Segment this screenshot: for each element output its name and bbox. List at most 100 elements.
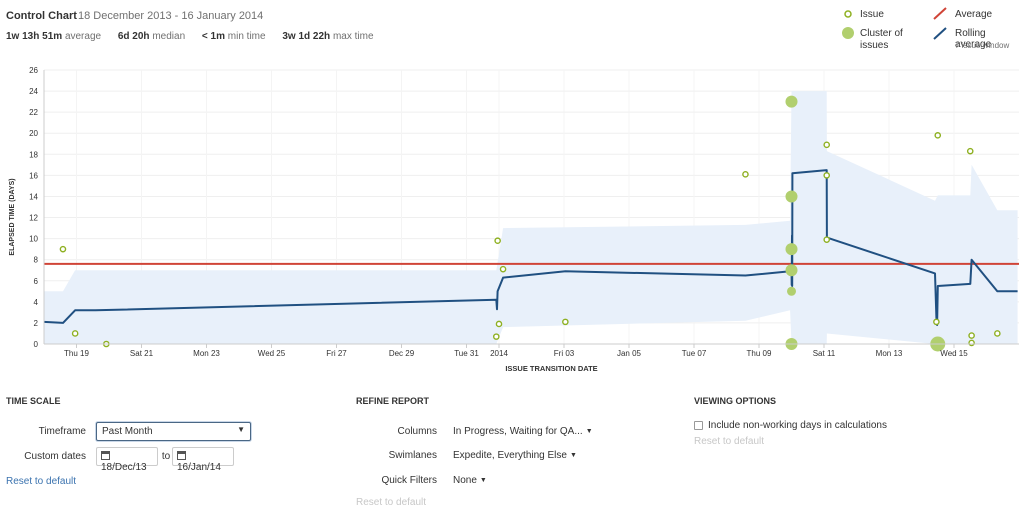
swimlanes-dropdown[interactable]: Expedite, Everything Else ▼ [453, 450, 577, 461]
columns-dropdown[interactable]: In Progress, Waiting for QA... ▼ [453, 426, 593, 437]
cluster-point[interactable] [785, 264, 798, 277]
y-tick-label: 4 [34, 298, 39, 307]
stat-median: 6d 20h median [117, 31, 186, 42]
calendar-icon [101, 451, 110, 460]
y-tick-label: 8 [34, 256, 39, 265]
stat-average: 1w 13h 51m average [6, 31, 102, 42]
legend-issue-icon [844, 10, 852, 18]
x-tick-label: 2014 [490, 349, 508, 358]
timeframe-value: Past Month [102, 426, 153, 437]
y-tick-label: 22 [29, 108, 38, 117]
issue-point[interactable] [59, 245, 67, 253]
time-scale-reset-link[interactable]: Reset to default [6, 476, 77, 487]
viewing-reset-link[interactable]: Reset to default [694, 436, 765, 447]
cluster-point[interactable] [787, 286, 796, 296]
to-label: to [161, 451, 171, 462]
x-tick-label: Jan 05 [617, 349, 642, 358]
caret-down-icon: ▼ [479, 477, 487, 484]
y-tick-label: 20 [29, 129, 38, 138]
y-tick-label: 18 [29, 150, 38, 159]
summary-stats: 1w 13h 51m average 6d 20h median < 1m mi… [6, 31, 388, 42]
x-tick-label: Thu 09 [747, 349, 772, 358]
refine-reset-link[interactable]: Reset to default [356, 497, 427, 508]
chevron-down-icon: ▼ [237, 425, 245, 434]
date-range: 18 December 2013 - 16 January 2014 [78, 10, 264, 22]
legend-average-icon [933, 7, 947, 20]
caret-down-icon: ▼ [585, 428, 593, 435]
calendar-icon [177, 451, 186, 460]
issue-point[interactable] [966, 147, 974, 155]
x-tick-label: Tue 31 [454, 349, 479, 358]
y-tick-label: 14 [29, 192, 38, 201]
issue-point[interactable] [499, 265, 507, 273]
quick-filters-value: None [453, 475, 477, 486]
from-date-input[interactable]: 18/Dec/13 [96, 447, 158, 473]
legend-symbols [842, 7, 947, 40]
issue-point[interactable] [933, 318, 940, 326]
non-working-days-checkbox[interactable] [694, 421, 703, 430]
cluster-point[interactable] [785, 95, 798, 108]
columns-value: In Progress, Waiting for QA... [453, 426, 583, 437]
issue-point[interactable] [495, 320, 503, 328]
rolling-average-path [43, 169, 1018, 326]
issue-points[interactable] [59, 132, 1001, 348]
issue-point[interactable] [934, 132, 942, 139]
x-tick-label: Fri 27 [326, 349, 347, 358]
legend-cluster-icon [842, 27, 854, 39]
y-tick-label: 26 [29, 66, 38, 75]
chart-legend: Issue Cluster of issues Average Rolling … [838, 6, 1024, 56]
legend-rolling-icon [933, 27, 947, 40]
x-axis-title: ISSUE TRANSITION DATE [505, 364, 597, 373]
legend-cluster-label: Cluster of issues [860, 28, 903, 51]
rolling-average-line [43, 169, 1018, 326]
chart-header: Control Chart 18 December 2013 - 16 Janu… [6, 6, 706, 46]
issue-point[interactable] [742, 171, 749, 178]
x-tick-label: Mon 23 [193, 349, 220, 358]
cluster-point[interactable] [785, 190, 798, 203]
legend-issue-label: Issue [860, 9, 884, 20]
to-date-input[interactable]: 16/Jan/14 [172, 447, 234, 473]
to-date-value: 16/Jan/14 [177, 462, 221, 473]
timeframe-select[interactable]: Past Month ▼ [96, 422, 251, 441]
x-tick-label: Wed 15 [940, 349, 968, 358]
legend-average-label: Average [955, 9, 993, 20]
band-area [44, 91, 1018, 344]
x-tick-label: Sat 11 [813, 349, 836, 358]
time-scale-title: TIME SCALE [6, 396, 61, 406]
refine-report-title: REFINE REPORT [356, 396, 430, 406]
issue-point[interactable] [968, 332, 975, 339]
legend-rolling-sub: 7 issue window [955, 41, 1010, 50]
issue-point[interactable] [492, 333, 500, 340]
issue-point[interactable] [823, 141, 831, 149]
stat-max-time: 3w 1d 22h max time [282, 31, 374, 42]
x-tick-label: Mon 13 [876, 349, 903, 358]
y-tick-label: 2 [34, 319, 39, 328]
stat-min-time: < 1m min time [201, 31, 266, 42]
x-tick-label: Tue 07 [682, 349, 707, 358]
y-tick-label: 0 [34, 340, 39, 349]
issue-point[interactable] [968, 339, 975, 347]
issue-point[interactable] [562, 318, 569, 326]
std-deviation-band [44, 91, 1018, 344]
issue-point[interactable] [994, 330, 1001, 337]
columns-label: Columns [397, 426, 437, 437]
quick-filters-dropdown[interactable]: None ▼ [453, 475, 487, 486]
y-tick-label: 12 [29, 214, 38, 223]
x-tick-label: Dec 29 [389, 349, 415, 358]
x-tick-label: Wed 25 [258, 349, 286, 358]
issue-point[interactable] [494, 237, 501, 245]
from-date-value: 18/Dec/13 [101, 462, 147, 473]
issue-point[interactable] [71, 330, 79, 337]
legend-rolling-label: Rolling average [955, 28, 992, 50]
x-tick-label: Sat 21 [130, 349, 154, 358]
swimlanes-value: Expedite, Everything Else [453, 450, 567, 461]
x-tick-label: Fri 03 [554, 349, 575, 358]
x-tick-label: Thu 19 [64, 349, 89, 358]
timeframe-label: Timeframe [38, 426, 86, 437]
issue-point[interactable] [823, 172, 831, 179]
issue-point[interactable] [823, 236, 831, 243]
page-title: Control Chart [6, 10, 77, 22]
cluster-point[interactable] [785, 243, 798, 256]
caret-down-icon: ▼ [569, 452, 577, 459]
